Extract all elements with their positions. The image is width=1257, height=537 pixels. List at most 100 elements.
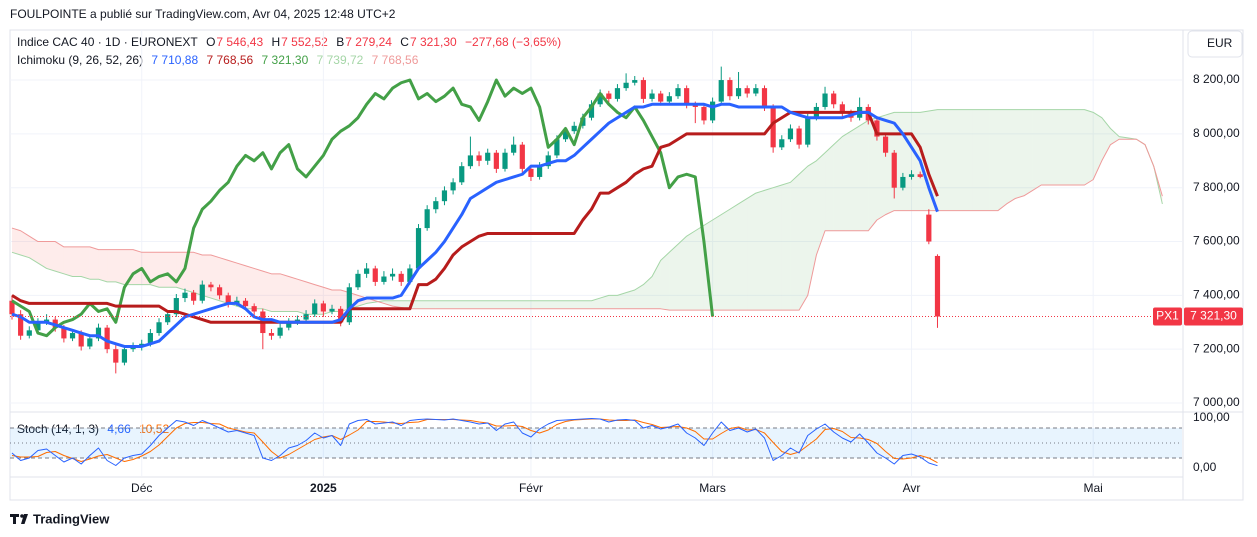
- price-tag: PX1: [1156, 309, 1179, 323]
- cloud-segment: [729, 203, 739, 311]
- candle-body: [917, 174, 923, 177]
- cloud-segment: [600, 295, 609, 309]
- currency-box[interactable]: [1187, 30, 1243, 58]
- cloud-segment: [859, 120, 869, 231]
- indicator-value: 4,66: [107, 422, 130, 436]
- candle-body: [104, 327, 110, 350]
- cloud-segment: [937, 109, 947, 211]
- cloud-segment: [773, 185, 782, 311]
- candle-body: [191, 292, 197, 301]
- candle-body: [320, 303, 326, 312]
- cloud-segment: [81, 246, 90, 280]
- ichimoku-legend: Ichimoku (9, 26, 52, 26) 7 710,88 7 768,…: [17, 53, 423, 67]
- cloud-segment: [868, 117, 877, 231]
- stoch-legend: Stoch (14, 1, 3) 4,66 10,52: [17, 422, 174, 436]
- cloud-segment: [530, 300, 540, 309]
- candle-body: [208, 284, 214, 288]
- cloud-segment: [928, 109, 938, 211]
- cloud-segment: [1006, 109, 1016, 204]
- candle-body: [614, 88, 621, 99]
- cloud-segment: [1058, 109, 1068, 186]
- ichimoku-line: [11, 102, 939, 348]
- candle-body: [216, 287, 223, 296]
- cloud-segment: [46, 241, 56, 272]
- cloud-segment: [634, 284, 644, 309]
- candle-body: [545, 155, 551, 167]
- cloud-segment: [617, 292, 627, 309]
- candle-body: [87, 338, 93, 347]
- candle-body: [459, 166, 465, 183]
- price-badge: [1184, 307, 1243, 326]
- candle-body: [779, 139, 785, 148]
- cloud-segment: [89, 246, 99, 280]
- candle-body: [709, 101, 716, 121]
- cloud-segment: [1110, 128, 1120, 145]
- indicator-value: 7 739,72: [316, 53, 364, 67]
- cloud-segment: [487, 300, 497, 309]
- y-tick-label: 8 200,00: [1193, 72, 1240, 86]
- candle-body: [35, 322, 41, 331]
- cloud-segment: [582, 300, 592, 309]
- cloud-segment: [228, 260, 237, 307]
- candle-body: [61, 327, 67, 339]
- cloud-segment: [1032, 109, 1042, 191]
- candle-body: [338, 308, 344, 323]
- cloud-segment: [608, 295, 618, 309]
- candle-body: [761, 88, 768, 107]
- cloud-segment: [98, 249, 108, 282]
- candle-body: [199, 284, 205, 301]
- candle-body: [519, 144, 525, 169]
- candle-body: [796, 128, 802, 145]
- candle-body: [874, 120, 880, 137]
- candle-body: [121, 349, 128, 363]
- y-tick-label: 8 000,00: [1193, 126, 1240, 140]
- candle-body: [424, 209, 430, 229]
- candle-body: [312, 303, 318, 315]
- candle-body: [926, 214, 932, 242]
- candle-body: [364, 268, 370, 274]
- currency[interactable]: EUR: [1207, 36, 1233, 50]
- y-tick-label: 0,00: [1193, 460, 1217, 474]
- x-tick-label: Mars: [699, 481, 726, 495]
- stoch-line: [11, 418, 938, 467]
- cloud-segment: [946, 109, 955, 211]
- candle-body: [173, 298, 179, 315]
- cloud-segment: [37, 241, 47, 269]
- cloud-segment: [1101, 117, 1111, 161]
- candle-body: [882, 136, 889, 153]
- x-tick-label: 2025: [310, 481, 337, 495]
- candle-body: [165, 314, 171, 323]
- cloud-segment: [55, 241, 64, 274]
- candle-body: [9, 300, 15, 315]
- change: −277,68 (−3,65%): [465, 35, 562, 49]
- candle-body: [303, 314, 309, 320]
- cloud-segment: [1015, 109, 1024, 199]
- candle-body: [787, 128, 794, 140]
- cloud-segment: [825, 144, 834, 231]
- candle-body: [831, 93, 837, 105]
- candle-body: [649, 93, 655, 99]
- candle-body: [528, 168, 534, 177]
- cloud-segment: [652, 260, 661, 309]
- candle-body: [225, 295, 231, 304]
- candle-body: [18, 314, 24, 336]
- indicator-name: Ichimoku (9, 26, 52, 26): [17, 53, 144, 67]
- candle-body: [727, 80, 733, 97]
- cloud-segment: [721, 209, 730, 311]
- candle-body: [554, 139, 560, 156]
- brand: TradingView: [33, 511, 110, 526]
- cloud-segment: [1023, 109, 1033, 196]
- cloud-segment: [392, 300, 402, 308]
- candle-body: [571, 125, 577, 132]
- cloud-segment: [747, 193, 756, 311]
- candle-body: [666, 96, 672, 102]
- cloud-segment: [660, 252, 670, 311]
- ohlc-key: H: [271, 35, 281, 49]
- cloud-segment: [133, 249, 142, 285]
- candle-body: [389, 273, 396, 277]
- cloud-segment: [254, 268, 263, 309]
- candle-body: [182, 292, 188, 299]
- cloud-segment: [574, 300, 583, 309]
